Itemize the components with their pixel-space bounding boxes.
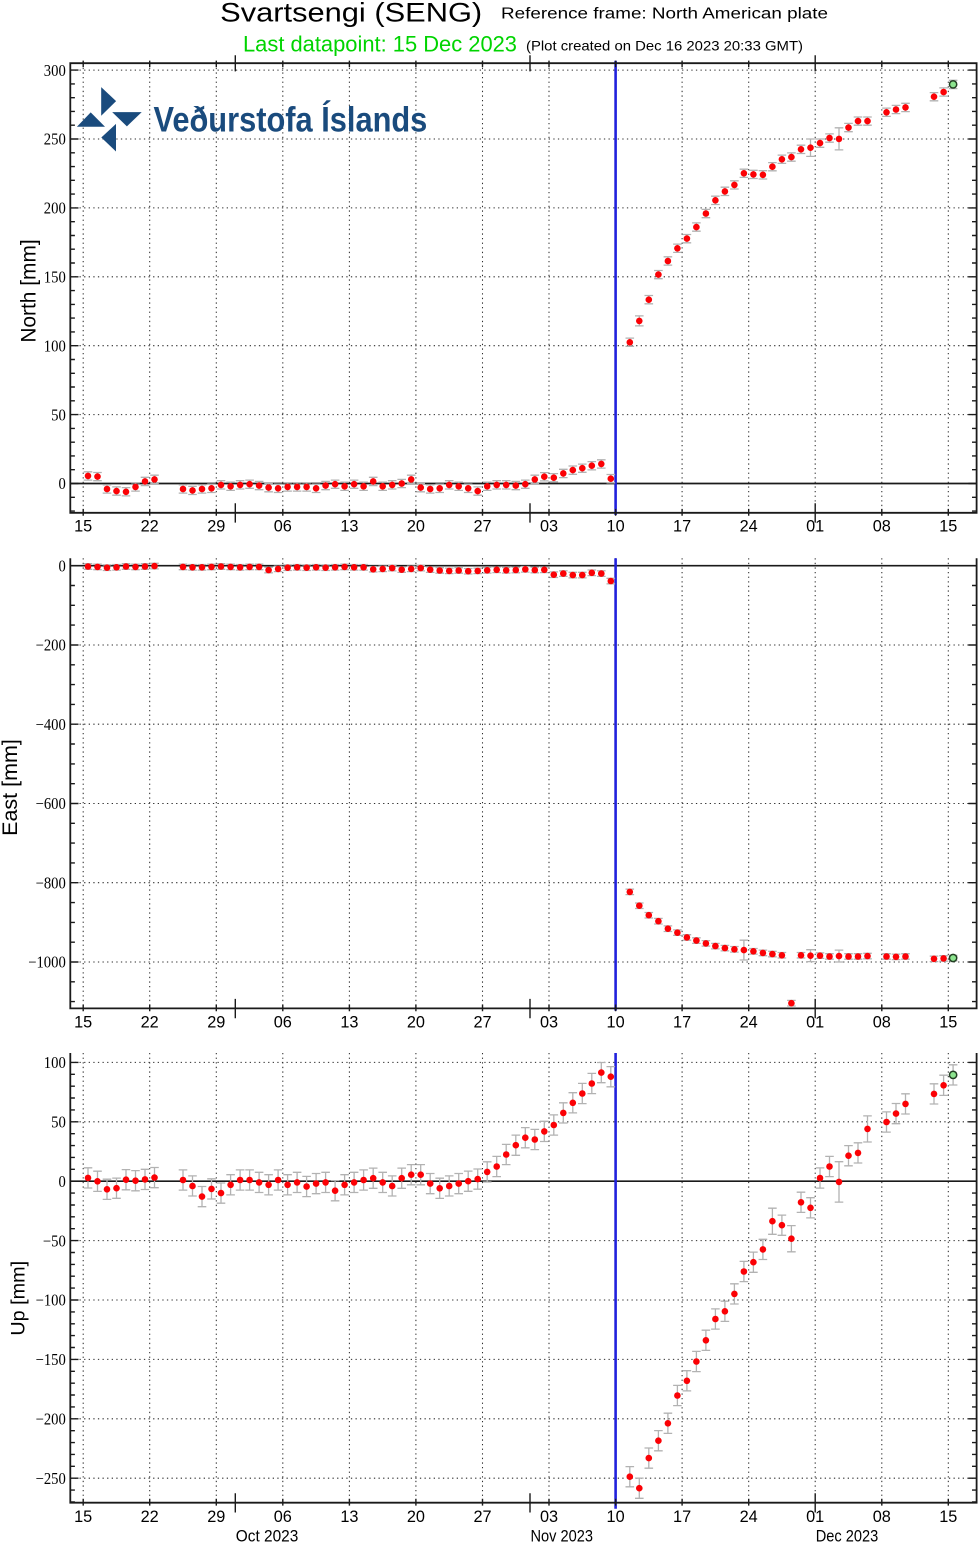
svg-text:Reference frame: North America: Reference frame: North American plate: [501, 5, 828, 22]
svg-text:100: 100: [44, 336, 66, 355]
svg-text:0: 0: [59, 474, 66, 493]
svg-text:06: 06: [274, 1013, 292, 1031]
svg-text:50: 50: [51, 1113, 66, 1132]
svg-text:10: 10: [607, 1013, 625, 1031]
svg-text:29: 29: [207, 1508, 225, 1526]
svg-text:06: 06: [274, 1508, 292, 1526]
svg-text:15: 15: [939, 1508, 957, 1526]
svg-text:01: 01: [806, 1013, 824, 1031]
svg-text:−150: −150: [36, 1350, 66, 1369]
svg-text:13: 13: [340, 518, 358, 536]
svg-text:100: 100: [44, 1053, 66, 1072]
svg-text:10: 10: [607, 518, 625, 536]
svg-text:20: 20: [407, 518, 425, 536]
svg-text:10: 10: [607, 1508, 625, 1526]
svg-text:−200: −200: [36, 1410, 66, 1429]
svg-text:250: 250: [44, 130, 66, 149]
svg-text:−800: −800: [36, 873, 66, 892]
svg-text:East [mm]: East [mm]: [0, 739, 22, 836]
svg-text:17: 17: [673, 1013, 691, 1031]
svg-text:150: 150: [44, 268, 66, 287]
svg-text:Svartsengi (SENG): Svartsengi (SENG): [220, 0, 482, 28]
svg-text:15: 15: [939, 518, 957, 536]
svg-text:27: 27: [473, 1508, 491, 1526]
svg-text:300: 300: [44, 61, 66, 80]
svg-text:03: 03: [540, 1013, 558, 1031]
svg-text:50: 50: [51, 405, 66, 424]
svg-text:15: 15: [939, 1013, 957, 1031]
svg-text:Veðurstofa Íslands: Veðurstofa Íslands: [154, 99, 428, 140]
svg-text:20: 20: [407, 1508, 425, 1526]
svg-text:−250: −250: [36, 1469, 66, 1488]
svg-text:22: 22: [141, 1508, 159, 1526]
svg-text:Dec 2023: Dec 2023: [816, 1527, 879, 1544]
svg-text:0: 0: [59, 1172, 66, 1191]
svg-text:08: 08: [873, 518, 891, 536]
svg-text:200: 200: [44, 199, 66, 218]
svg-text:22: 22: [141, 1013, 159, 1031]
svg-text:03: 03: [540, 1508, 558, 1526]
svg-text:15: 15: [74, 518, 92, 536]
svg-text:−1000: −1000: [28, 953, 66, 972]
svg-text:01: 01: [806, 518, 824, 536]
svg-text:06: 06: [274, 518, 292, 536]
svg-text:Oct 2023: Oct 2023: [236, 1527, 298, 1544]
svg-text:29: 29: [207, 1013, 225, 1031]
svg-text:−400: −400: [36, 715, 66, 734]
svg-text:17: 17: [673, 518, 691, 536]
svg-text:13: 13: [340, 1508, 358, 1526]
svg-text:−50: −50: [43, 1231, 66, 1250]
svg-text:17: 17: [673, 1508, 691, 1526]
svg-text:Up [mm]: Up [mm]: [8, 1261, 30, 1336]
svg-text:−100: −100: [36, 1291, 66, 1310]
svg-text:24: 24: [740, 1508, 758, 1526]
svg-text:15: 15: [74, 1013, 92, 1031]
svg-text:08: 08: [873, 1508, 891, 1526]
svg-text:(Plot created on Dec 16 2023 2: (Plot created on Dec 16 2023 20:33 GMT): [526, 38, 803, 53]
svg-text:27: 27: [473, 518, 491, 536]
svg-text:08: 08: [873, 1013, 891, 1031]
svg-text:20: 20: [407, 1013, 425, 1031]
svg-text:27: 27: [473, 1013, 491, 1031]
svg-text:Nov 2023: Nov 2023: [531, 1527, 594, 1544]
svg-text:01: 01: [806, 1508, 824, 1526]
svg-text:Last datapoint: 15 Dec 2023: Last datapoint: 15 Dec 2023: [243, 32, 517, 57]
svg-text:−200: −200: [36, 636, 66, 655]
svg-text:North [mm]: North [mm]: [18, 239, 41, 342]
svg-text:24: 24: [740, 1013, 758, 1031]
svg-text:03: 03: [540, 518, 558, 536]
svg-text:−600: −600: [36, 794, 66, 813]
svg-text:24: 24: [740, 518, 758, 536]
svg-text:15: 15: [74, 1508, 92, 1526]
svg-text:22: 22: [141, 518, 159, 536]
svg-text:0: 0: [59, 556, 66, 575]
svg-text:29: 29: [207, 518, 225, 536]
svg-text:13: 13: [340, 1013, 358, 1031]
